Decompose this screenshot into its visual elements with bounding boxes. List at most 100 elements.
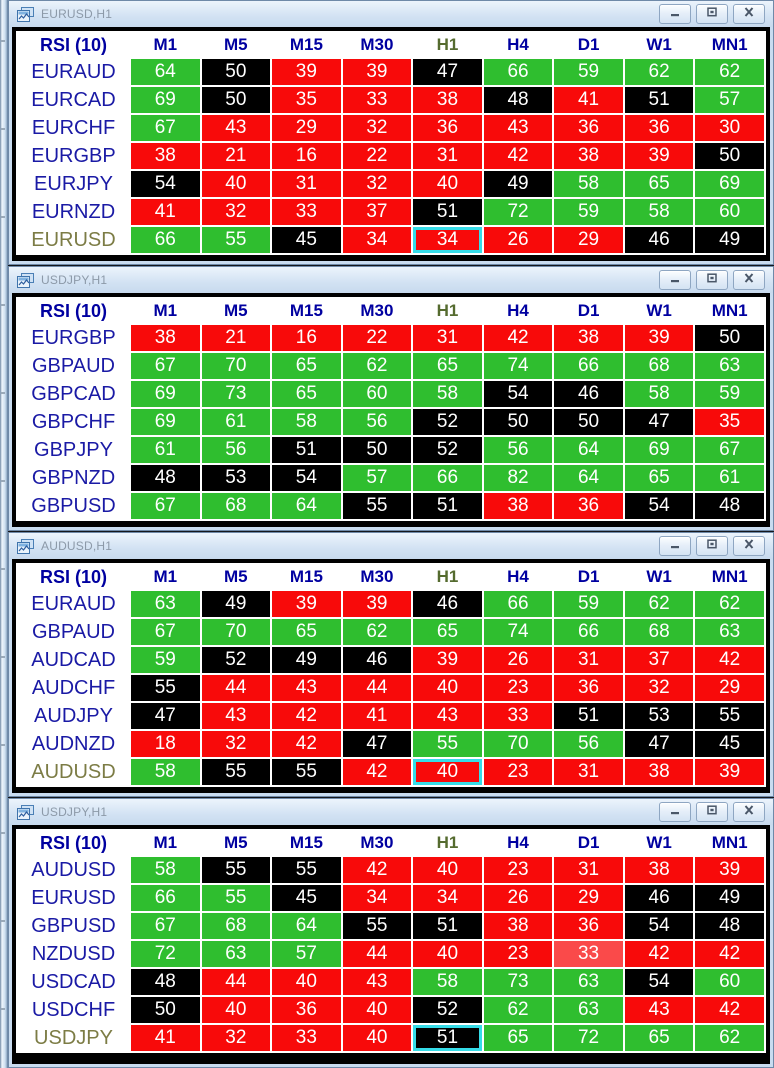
timeframe-header-m1: M1: [131, 831, 200, 855]
rsi-cell: 23: [483, 941, 553, 967]
rsi-cell: 37: [624, 647, 694, 673]
rsi-cell: 18: [131, 731, 200, 757]
minimize-button[interactable]: [659, 802, 691, 822]
restore-button[interactable]: [696, 802, 728, 822]
ruler-tick: [1, 656, 5, 658]
pair-row: AUDCHF 55 44 43 44 40 23 36 32 29: [18, 675, 764, 701]
rsi-cell: 50: [554, 409, 623, 435]
rsi-cell: 42: [695, 997, 764, 1023]
rsi-matrix-table: RSI (10) M1 M5 M15 M30 H1 H4 D1 W1 MN1 EURAUD 64 50…: [16, 31, 766, 255]
rsi-cell: 69: [131, 409, 200, 435]
pair-row: GBPCHF 69 61 58 56 52 50 50 47 35: [18, 409, 764, 435]
minimize-button[interactable]: [659, 270, 691, 290]
rsi-cell: 50: [483, 409, 553, 435]
timeframe-header-w1: W1: [624, 299, 694, 323]
close-icon: [741, 271, 757, 290]
pair-row: EURJPY 54 40 31 32 40 49 58 65 69: [18, 171, 764, 197]
close-button[interactable]: [733, 4, 765, 24]
rsi-cell: 33: [554, 941, 623, 967]
rsi-cell: 36: [554, 115, 623, 141]
rsi-cell: 58: [624, 199, 694, 225]
minimize-button[interactable]: [659, 4, 691, 24]
timeframe-header-m15: M15: [272, 299, 341, 323]
rsi-cell: 49: [201, 591, 271, 617]
chart-icon: [17, 272, 34, 288]
pair-label: AUDJPY: [18, 703, 129, 729]
window-title: EURUSD,H1: [41, 7, 113, 21]
rsi-cell: 40: [201, 997, 271, 1023]
rsi-cell: 22: [342, 143, 412, 169]
header-row: RSI (10) M1 M5 M15 M30 H1 H4 D1 W1 MN1: [18, 565, 764, 589]
rsi-cell: 70: [201, 619, 271, 645]
rsi-cell: 67: [695, 437, 764, 463]
rsi-cell: 45: [272, 885, 341, 911]
timeframe-header-h1: H1: [413, 33, 482, 57]
timeframe-header-m5: M5: [201, 33, 271, 57]
rsi-cell: 39: [342, 59, 412, 85]
timeframe-header-m1: M1: [131, 33, 200, 57]
timeframe-header-h4: H4: [483, 299, 553, 323]
restore-button[interactable]: [696, 270, 728, 290]
rsi-cell: 48: [131, 969, 200, 995]
minimize-button[interactable]: [659, 536, 691, 556]
rsi-cell: 34: [342, 885, 412, 911]
rsi-cell: 66: [483, 59, 553, 85]
window-title: USDJPY,H1: [41, 805, 108, 819]
rsi-cell: 62: [695, 591, 764, 617]
restore-button[interactable]: [696, 4, 728, 24]
rsi-cell: 32: [342, 115, 412, 141]
rsi-cell: 16: [272, 325, 341, 351]
window-titlebar[interactable]: USDJPY,H1: [9, 799, 773, 825]
rsi-cell: 29: [554, 227, 623, 253]
restore-button[interactable]: [696, 536, 728, 556]
close-button[interactable]: [733, 802, 765, 822]
window-titlebar[interactable]: USDJPY,H1: [9, 267, 773, 293]
window-titlebar[interactable]: AUDUSD,H1: [9, 533, 773, 559]
chart-icon: [17, 6, 34, 22]
pair-label: EURJPY: [18, 171, 129, 197]
timeframe-header-m5: M5: [201, 299, 271, 323]
pair-row: EURCHF 67 43 29 32 36 43 36 36 30: [18, 115, 764, 141]
header-row: RSI (10) M1 M5 M15 M30 H1 H4 D1 W1 MN1: [18, 33, 764, 57]
rsi-cell: 59: [554, 199, 623, 225]
rsi-cell: 56: [201, 437, 271, 463]
rsi-cell: 38: [624, 857, 694, 883]
indicator-label: RSI (10): [18, 565, 129, 589]
rsi-cell: 50: [695, 325, 764, 351]
rsi-cell: 40: [413, 675, 482, 701]
rsi-matrix-table: RSI (10) M1 M5 M15 M30 H1 H4 D1 W1 MN1 EURAUD 63 49…: [16, 563, 766, 787]
rsi-cell: 42: [272, 703, 341, 729]
rsi-cell: 29: [272, 115, 341, 141]
rsi-cell: 31: [554, 857, 623, 883]
window-titlebar[interactable]: EURUSD,H1: [9, 1, 773, 27]
rsi-cell: 55: [413, 731, 482, 757]
rsi-cell: 43: [483, 115, 553, 141]
ruler-tick: [1, 128, 5, 130]
rsi-cell: 29: [554, 885, 623, 911]
pair-row: USDJPY 41 32 33 40 51 65 72 65 62: [18, 1025, 764, 1051]
rsi-cell: 51: [554, 703, 623, 729]
close-button[interactable]: [733, 536, 765, 556]
pair-row: AUDNZD 18 32 42 47 55 70 56 47 45: [18, 731, 764, 757]
timeframe-header-m30: M30: [342, 299, 412, 323]
close-icon: [741, 537, 757, 556]
rsi-cell: 46: [554, 381, 623, 407]
pair-label: EURCHF: [18, 115, 129, 141]
close-button[interactable]: [733, 270, 765, 290]
rsi-cell-selected: 40: [413, 759, 482, 785]
rsi-cell: 32: [201, 1025, 271, 1051]
rsi-cell: 42: [342, 857, 412, 883]
rsi-cell: 53: [201, 465, 271, 491]
rsi-cell: 41: [554, 87, 623, 113]
rsi-cell: 31: [554, 647, 623, 673]
rsi-cell: 54: [131, 171, 200, 197]
minimize-icon: [667, 537, 683, 556]
rsi-cell: 65: [413, 353, 482, 379]
rsi-cell: 69: [695, 171, 764, 197]
pair-label: USDJPY: [18, 1025, 129, 1051]
timeframe-header-h1: H1: [413, 299, 482, 323]
rsi-cell: 33: [272, 1025, 341, 1051]
restore-icon: [704, 271, 720, 290]
timeframe-header-m5: M5: [201, 831, 271, 855]
minimize-icon: [667, 5, 683, 24]
